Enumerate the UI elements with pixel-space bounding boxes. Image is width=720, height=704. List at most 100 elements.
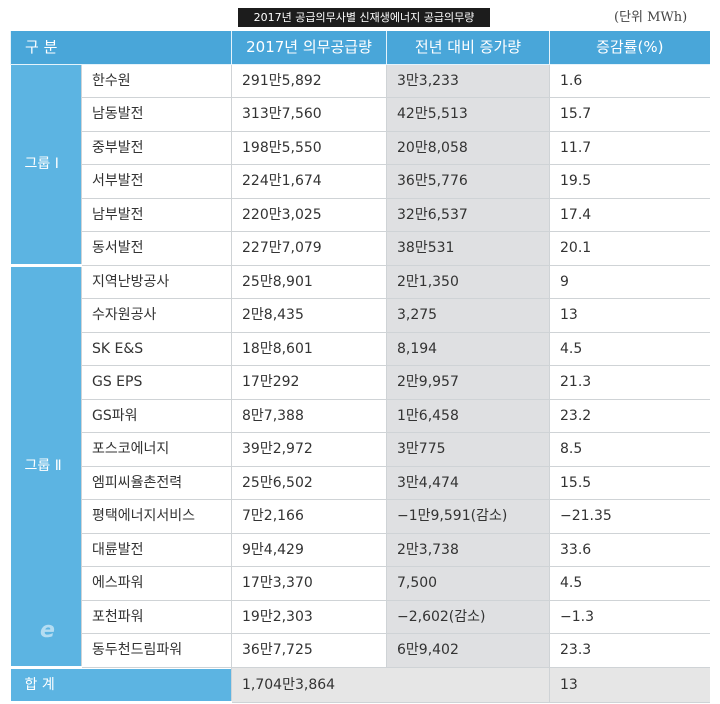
header-increase: 전년 대비 증가량 (386, 31, 550, 65)
company-name: 한수원 (81, 64, 232, 98)
quota-value: 313만7,560 (231, 97, 387, 132)
table-row: 남동발전 313만7,560 42만5,513 15.7 (11, 97, 710, 132)
total-rate: 13 (549, 667, 710, 703)
increase-value: 2만3,738 (386, 533, 550, 567)
rate-value: 15.5 (549, 466, 710, 500)
supply-obligation-table: 구 분 2017년 의무공급량 전년 대비 증가량 증감률(%) 그룹 Ⅰ 한수원… (10, 31, 710, 704)
quota-value: 25만6,502 (231, 466, 387, 500)
rate-value: 8.5 (549, 432, 710, 467)
quota-value: 220만3,025 (231, 198, 387, 232)
company-name: 지역난방공사 (81, 265, 232, 299)
rate-value: 23.3 (549, 633, 710, 668)
company-name: 포천파워 (81, 600, 232, 634)
company-name: 동서발전 (81, 231, 232, 266)
increase-value: 42만5,513 (386, 97, 550, 132)
group-label: 그룹 Ⅰ (10, 64, 82, 267)
table-row: 남부발전 220만3,025 32만6,537 17.4 (11, 198, 710, 232)
quota-value: 17만292 (231, 365, 387, 400)
company-name: 남동발전 (81, 97, 232, 132)
company-name: 포스코에너지 (81, 432, 232, 467)
company-name: GS파워 (81, 399, 232, 433)
increase-value: 2만1,350 (386, 265, 550, 299)
rate-value: 9 (549, 265, 710, 299)
rate-value: 13 (549, 298, 710, 333)
increase-value: 3,275 (386, 298, 550, 333)
quota-value: 224만1,674 (231, 164, 387, 199)
company-name: 남부발전 (81, 198, 232, 232)
increase-value: 1만6,458 (386, 399, 550, 433)
quota-value: 19만2,303 (231, 600, 387, 634)
increase-value: 6만9,402 (386, 633, 550, 668)
increase-value: −2,602(감소) (386, 600, 550, 634)
total-quota: 1,704만3,864 (231, 667, 550, 703)
total-label: 합 계 (10, 667, 232, 704)
increase-value: 38만531 (386, 231, 550, 266)
header-rate: 증감률(%) (549, 31, 710, 65)
company-name: 에스파워 (81, 566, 232, 601)
increase-value: 2만9,957 (386, 365, 550, 400)
table-row: 수자원공사 2만8,435 3,275 13 (11, 298, 710, 333)
table-row: 동서발전 227만7,079 38만531 20.1 (11, 231, 710, 266)
quota-value: 17만3,370 (231, 566, 387, 601)
increase-value: 3만3,233 (386, 64, 550, 98)
quota-value: 198만5,550 (231, 131, 387, 165)
table-row: 포천파워 19만2,303 −2,602(감소) −1.3 (11, 600, 710, 634)
quota-value: 39만2,972 (231, 432, 387, 467)
company-name: 중부발전 (81, 131, 232, 165)
table-row: GS EPS 17만292 2만9,957 21.3 (11, 365, 710, 400)
company-name: 대륜발전 (81, 533, 232, 567)
increase-value: 32만6,537 (386, 198, 550, 232)
quota-value: 7만2,166 (231, 499, 387, 534)
rate-value: 1.6 (549, 64, 710, 98)
watermark-logo: e (40, 618, 57, 643)
rate-value: 20.1 (549, 231, 710, 266)
quota-value: 36만7,725 (231, 633, 387, 668)
table-row: 중부발전 198만5,550 20만8,058 11.7 (11, 131, 710, 165)
table-row: 대륜발전 9만4,429 2만3,738 33.6 (11, 533, 710, 567)
rate-value: 4.5 (549, 566, 710, 601)
table-row: 포스코에너지 39만2,972 3만775 8.5 (11, 432, 710, 467)
company-name: 동두천드림파워 (81, 633, 232, 668)
rate-value: 17.4 (549, 198, 710, 232)
company-name: 평택에너지서비스 (81, 499, 232, 534)
rate-value: −21.35 (549, 499, 710, 534)
quota-value: 227만7,079 (231, 231, 387, 266)
rate-value: −1.3 (549, 600, 710, 634)
quota-value: 8만7,388 (231, 399, 387, 433)
rate-value: 23.2 (549, 399, 710, 433)
increase-value: 3만775 (386, 432, 550, 467)
rate-value: 11.7 (549, 131, 710, 165)
table-title: 2017년 공급의무사별 신재생에너지 공급의무량 (238, 8, 490, 27)
header-quota: 2017년 의무공급량 (231, 31, 387, 65)
table-row: SK E&S 18만8,601 8,194 4.5 (11, 332, 710, 366)
rate-value: 4.5 (549, 332, 710, 366)
increase-value: 7,500 (386, 566, 550, 601)
increase-value: 36만5,776 (386, 164, 550, 199)
total-row: 합 계 1,704만3,864 13 (10, 667, 710, 704)
company-name: 수자원공사 (81, 298, 232, 333)
rate-value: 19.5 (549, 164, 710, 199)
increase-value: 3만4,474 (386, 466, 550, 500)
increase-value: −1만9,591(감소) (386, 499, 550, 534)
table-row: 에스파워 17만3,370 7,500 4.5 (11, 566, 710, 601)
table-row: 서부발전 224만1,674 36만5,776 19.5 (11, 164, 710, 199)
increase-value: 8,194 (386, 332, 550, 366)
quota-value: 2만8,435 (231, 298, 387, 333)
rate-value: 33.6 (549, 533, 710, 567)
company-name: 서부발전 (81, 164, 232, 199)
table-row: 동두천드림파워 36만7,725 6만9,402 23.3 (11, 633, 710, 668)
table-row: 평택에너지서비스 7만2,166 −1만9,591(감소) −21.35 (11, 499, 710, 534)
quota-value: 25만8,901 (231, 265, 387, 299)
header-category: 구 분 (10, 31, 232, 65)
rate-value: 15.7 (549, 97, 710, 132)
company-name: 엠피씨율촌전력 (81, 466, 232, 500)
quota-value: 291만5,892 (231, 64, 387, 98)
table-row: 그룹 Ⅱ 지역난방공사 25만8,901 2만1,350 9 (10, 265, 710, 669)
quota-value: 18만8,601 (231, 332, 387, 366)
table-row: 그룹 Ⅰ 한수원 291만5,892 3만3,233 1.6 (10, 64, 710, 267)
increase-value: 20만8,058 (386, 131, 550, 165)
unit-label: (단위 MWh) (614, 10, 688, 25)
rate-value: 21.3 (549, 365, 710, 400)
group-label: 그룹 Ⅱ (10, 265, 82, 669)
header-row: 구 분 2017년 의무공급량 전년 대비 증가량 증감률(%) (10, 31, 710, 65)
